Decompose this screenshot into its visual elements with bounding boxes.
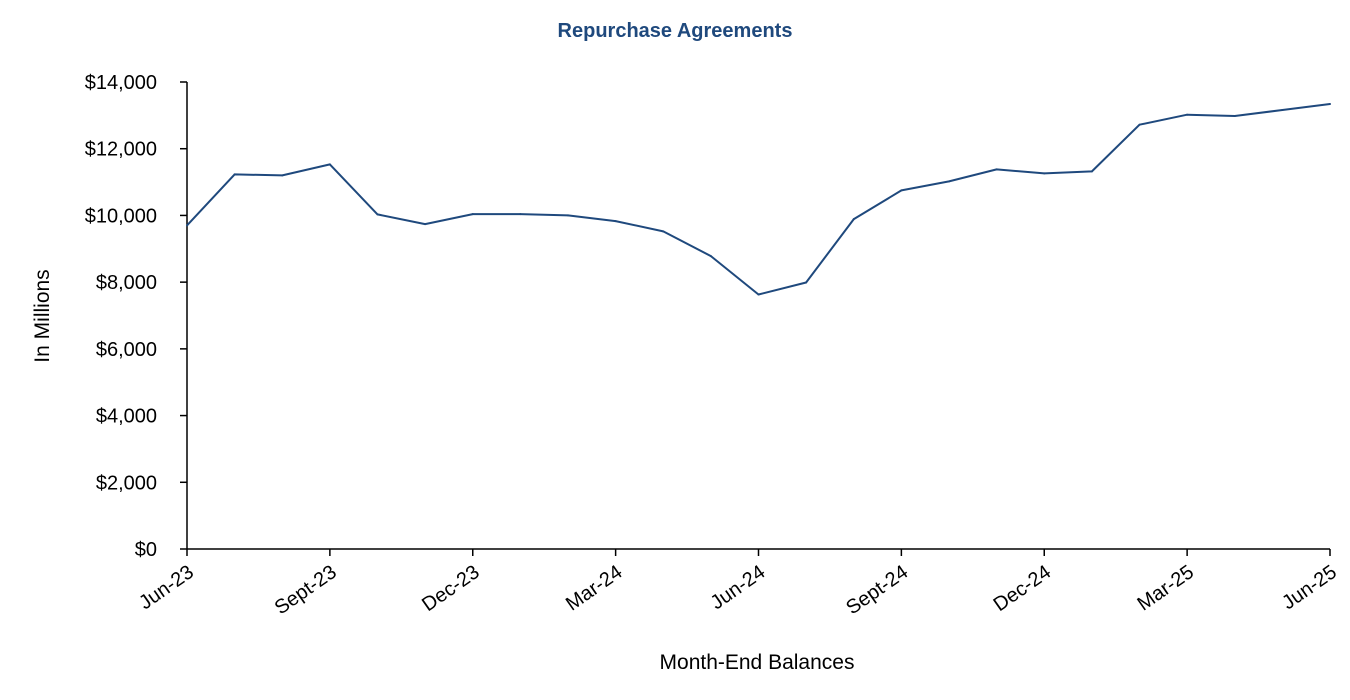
data-point — [662, 230, 665, 233]
x-tick-label: Sept-23 — [271, 561, 341, 619]
data-point — [567, 214, 569, 217]
data-point — [281, 174, 284, 177]
x-axis-label: Month-End Balances — [660, 651, 855, 674]
data-point — [186, 224, 188, 227]
data-point — [471, 213, 474, 216]
x-tick-label: Jun-24 — [707, 561, 770, 614]
data-point — [900, 189, 903, 192]
data-point — [328, 163, 331, 166]
x-tick-label: Dec-23 — [418, 561, 483, 616]
x-tick-label: Jun-25 — [1278, 561, 1341, 614]
data-point — [1233, 115, 1236, 118]
data-point — [1090, 170, 1093, 173]
x-tick-label: Mar-25 — [1133, 561, 1198, 615]
data-point — [519, 213, 522, 216]
y-tick-label: $0 — [135, 539, 157, 561]
data-point — [424, 223, 427, 226]
data-point — [376, 213, 379, 216]
series-layer — [186, 103, 1331, 296]
series-line — [186, 103, 1331, 296]
y-tick-label: $12,000 — [85, 139, 157, 161]
y-tick-label: $4,000 — [96, 406, 157, 428]
data-point — [995, 168, 998, 171]
x-tick-label: Sept-24 — [842, 561, 912, 619]
y-tick-label: $14,000 — [85, 72, 157, 94]
y-tick-label: $6,000 — [96, 339, 157, 361]
y-tick-label: $8,000 — [96, 272, 157, 294]
data-point — [852, 218, 855, 221]
data-point — [233, 173, 236, 176]
data-point — [1043, 172, 1046, 175]
data-point — [1329, 103, 1331, 106]
data-point — [1281, 109, 1284, 112]
chart-title: Repurchase Agreements — [558, 20, 793, 42]
data-point — [805, 281, 808, 284]
y-tick-label: $10,000 — [85, 205, 157, 227]
data-point — [757, 293, 760, 296]
x-axis: Jun-23 Sept-23 Dec-23 Mar-24 Jun-24 Sept-24 De… — [135, 548, 1341, 619]
data-point — [1138, 123, 1141, 126]
y-axis: $0 $2,000 $4,000 $6,000 $8,000 $10,000 $12,000… — [85, 72, 188, 561]
x-tick-label: Dec-24 — [990, 561, 1055, 616]
y-axis-label: In Millions — [31, 269, 54, 362]
y-tick-label: $2,000 — [96, 472, 157, 494]
x-tick-label: Jun-23 — [135, 561, 198, 614]
data-point — [709, 255, 712, 258]
data-point — [614, 220, 617, 223]
x-tick-label: Mar-24 — [562, 561, 627, 615]
data-point — [1186, 113, 1189, 116]
data-point — [948, 180, 950, 183]
